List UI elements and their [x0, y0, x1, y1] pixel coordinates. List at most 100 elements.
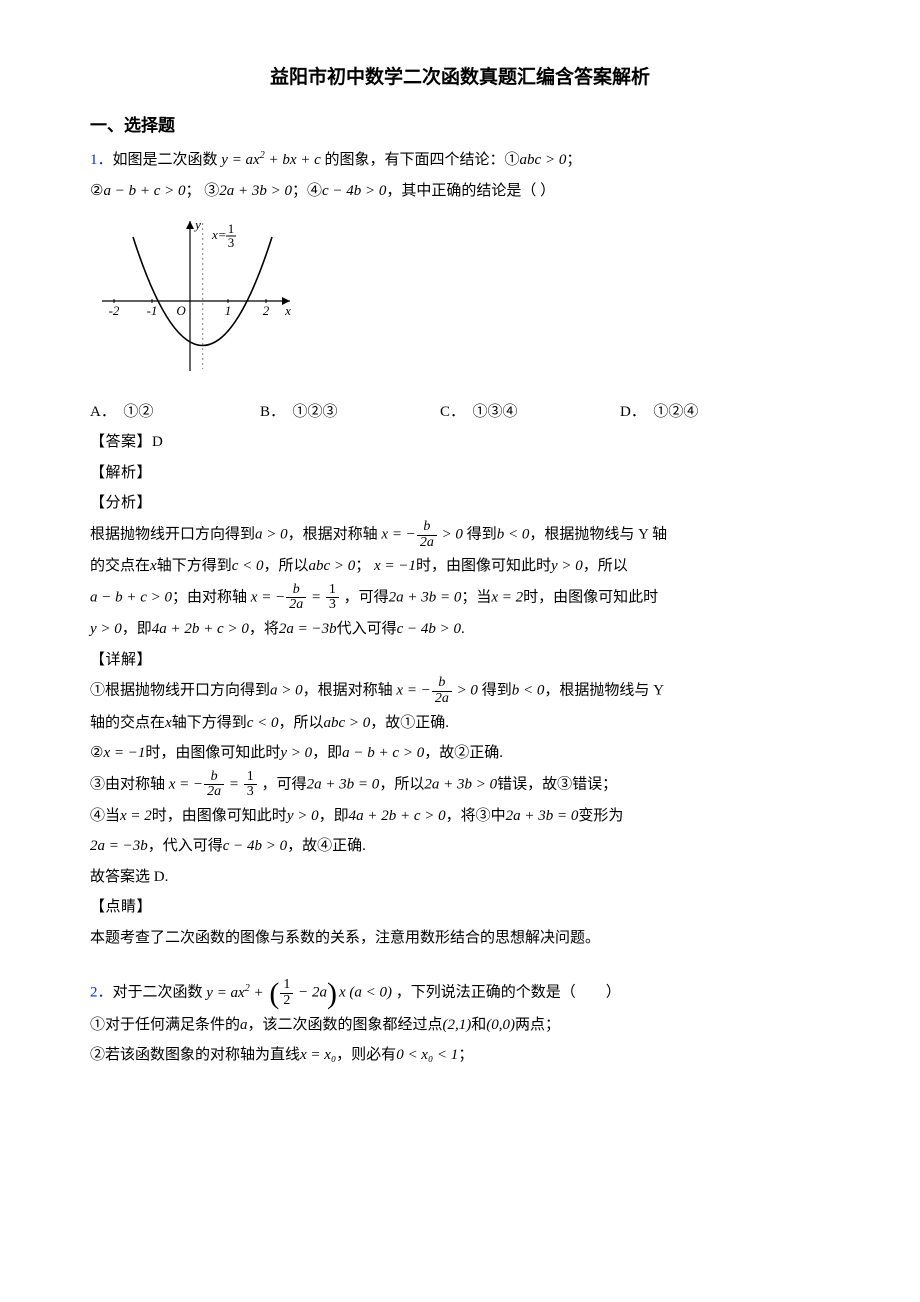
fenxi-p2: 的交点在x轴下方得到c < 0，所以abc > 0； x = −1时，由图像可知… [90, 552, 830, 581]
spacer [90, 954, 830, 976]
den: 2 [280, 994, 293, 1009]
q1-func: y = ax2 + bx + c [221, 152, 324, 168]
m: abc > 0 [324, 715, 371, 731]
num: 1 [326, 583, 339, 599]
m: x [150, 558, 157, 574]
m: b < 0 [497, 527, 530, 543]
t: ，所以 [263, 558, 308, 574]
m: = [225, 776, 243, 792]
q1-figure: -2 -1 1 2 O y x x= 1 3 [90, 211, 830, 392]
t: 轴下方得到 [172, 715, 247, 731]
m: x = − [396, 683, 430, 699]
fenxi-p1: 根据抛物线开口方向得到a > 0，根据对称轴 x = −b2a > 0 得到b … [90, 520, 830, 550]
t: 错误，故③错误； [497, 776, 617, 792]
t: ，即 [122, 621, 152, 637]
den: 2a [417, 536, 437, 551]
m: 2a + 3b = 0 [389, 589, 462, 605]
dianjing-label: 【点睛】 [90, 893, 830, 922]
svg-text:2: 2 [263, 303, 270, 318]
num: b [286, 583, 306, 599]
t: ，所以 [379, 776, 424, 792]
m: a > 0 [270, 683, 303, 699]
q1-stem-2: ②a − b + c > 0； ③2a + 3b > 0；④c − 4b > 0… [90, 177, 830, 206]
m: x = −1 [374, 558, 416, 574]
m: 2a + 3b > 0 [424, 776, 497, 792]
t: 轴下方得到 [157, 558, 232, 574]
t: ，下列说法正确的个数是（ ） [396, 985, 621, 1001]
t: 轴的交点在 [90, 715, 165, 731]
m: c < 0 [247, 715, 279, 731]
svg-text:O: O [176, 303, 186, 318]
m: = [307, 589, 325, 605]
m: 2a + 3b = 0 [307, 776, 380, 792]
m: a [240, 1017, 248, 1033]
t: ，即 [319, 808, 349, 824]
detail-7: 故答案选 D. [90, 863, 830, 892]
m: x [165, 715, 172, 731]
den: 2a [204, 785, 224, 800]
t: ； ③ [185, 183, 219, 199]
t: ，该二次函数的图象都经过点 [248, 1017, 443, 1033]
den: 2a [432, 692, 452, 707]
den: 2a [286, 598, 306, 613]
q1-choices: A． ①② B． ①②③ C． ①③④ D． ①②④ [90, 398, 830, 427]
frac: b2a [204, 770, 224, 800]
q2-l1: ①对于任何满足条件的a，该二次函数的图象都经过点(2,1)和(0,0)两点； [90, 1011, 830, 1040]
answer-line: 【答案】D [90, 428, 830, 457]
m: y > 0 [551, 558, 583, 574]
m: x = − [169, 776, 203, 792]
m: 2a + 3b = 0 [506, 808, 579, 824]
q1-c3: 2a + 3b > 0 [219, 183, 292, 199]
choice-B: B． ①②③ [260, 398, 440, 427]
t: ，根据抛物线与 Y [544, 683, 664, 699]
t: ①根据抛物线开口方向得到 [90, 683, 270, 699]
m: 4a + 2b + c > 0 [152, 621, 249, 637]
svg-text:-1: -1 [147, 303, 158, 318]
t: 变形为 [578, 808, 623, 824]
frac: b2a [286, 583, 306, 613]
t: ①对于任何满足条件的 [90, 1017, 240, 1033]
t: 两点； [515, 1017, 560, 1033]
t: ； [458, 1047, 473, 1063]
m: a − b + c > 0 [342, 745, 424, 761]
dianjing-text: 本题考查了二次函数的图像与系数的关系，注意用数形结合的思想解决问题。 [90, 924, 830, 953]
m: > 0 [438, 527, 463, 543]
answer-label: 【答案】 [90, 434, 152, 450]
q2-stem: 2．对于二次函数 y = ax2 + 12 − 2ax (a < 0) ，下列说… [90, 978, 830, 1008]
frac: 13 [244, 770, 257, 800]
t: ②若该函数图象的对称轴为直线 [90, 1047, 300, 1063]
t: ，所以 [583, 558, 628, 574]
frac: b2a [417, 520, 437, 550]
fenxi-label: 【分析】 [90, 489, 830, 518]
m: x = − [381, 527, 415, 543]
m: c < 0 [232, 558, 264, 574]
m: y > 0 [287, 808, 319, 824]
t: ，代入可得 [148, 838, 223, 854]
t: ，可得 [344, 589, 389, 605]
section-heading: 一、选择题 [90, 110, 830, 142]
detail-6: 2a = −3b，代入可得c − 4b > 0，故④正确. [90, 832, 830, 861]
num: b [432, 676, 452, 692]
t: 得到 [467, 527, 497, 543]
t: 得到 [482, 683, 512, 699]
big-paren: 12 − 2a [267, 978, 339, 1008]
t: ，根据抛物线与 Y 轴 [529, 527, 667, 543]
m: − 2a [294, 985, 327, 1001]
m: x = 2 [120, 808, 152, 824]
num: b [417, 520, 437, 536]
m: b < 0 [512, 683, 545, 699]
answer-value: D [152, 434, 163, 450]
q1-c2: a − b + c > 0 [103, 183, 185, 199]
t: 对于二次函数 [113, 985, 203, 1001]
t: ② [90, 745, 103, 761]
m: abc > 0 [309, 558, 356, 574]
choice-D: D． ①②④ [620, 398, 780, 427]
detail-4: ③由对称轴 x = −b2a = 13 ，可得2a + 3b = 0，所以2a … [90, 770, 830, 800]
semi: ； [566, 152, 581, 168]
jiexi-label: 【解析】 [90, 459, 830, 488]
t: ，根据对称轴 [288, 527, 378, 543]
m: x = 2 [491, 589, 523, 605]
svg-text:1: 1 [228, 221, 235, 236]
t: 和 [471, 1017, 486, 1033]
m: (0,0) [486, 1017, 515, 1033]
